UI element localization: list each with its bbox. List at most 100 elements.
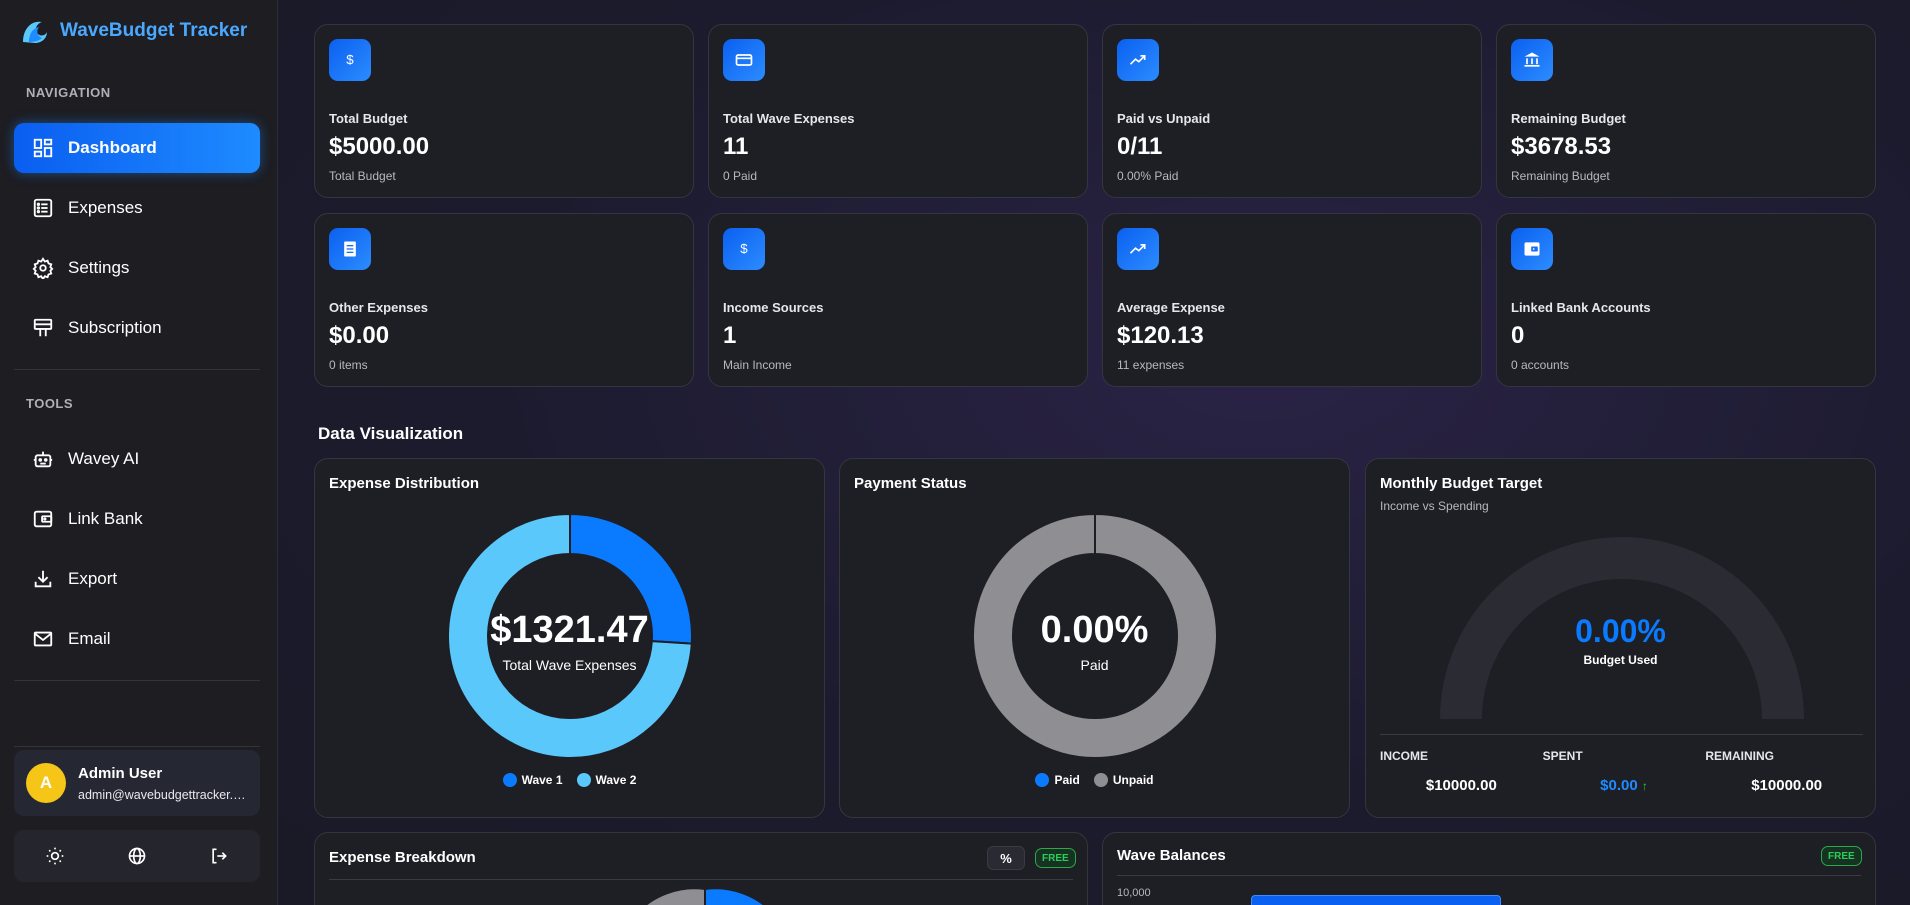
- remaining-label: REMAINING: [1705, 749, 1775, 763]
- stat-card: $ Income Sources 1 Main Income: [708, 213, 1088, 387]
- stat-value: $5000.00: [329, 133, 430, 160]
- arrow-up-icon: ↑: [1641, 779, 1648, 793]
- expense-distribution-donut[interactable]: [445, 511, 695, 761]
- sidebar-divider: [14, 680, 260, 681]
- nav-item-settings[interactable]: Settings: [14, 243, 260, 293]
- chart-subtitle: Income vs Spending: [1380, 499, 1489, 513]
- stat-card: Other Expenses $0.00 0 items: [314, 213, 694, 387]
- dollar-icon: $: [346, 52, 354, 67]
- donut-slice-wave-2[interactable]: [447, 512, 693, 759]
- percent-toggle-button[interactable]: %: [987, 846, 1025, 870]
- monthly-budget-card: Monthly Budget Target Income vs Spending…: [1365, 458, 1876, 818]
- budget-stats: INCOME $10000.00 SPENT $0.00 ↑ REMAINING $1…: [1380, 749, 1868, 794]
- logout-icon[interactable]: [209, 846, 229, 866]
- svg-text:$: $: [346, 52, 354, 67]
- stat-label: Income Sources: [723, 300, 824, 315]
- legend-item-wave-1[interactable]: Wave 1: [502, 773, 563, 787]
- nav-item-export[interactable]: Export: [14, 554, 260, 604]
- card-icon: [735, 54, 753, 66]
- spent-label: SPENT: [1542, 749, 1583, 763]
- gauge-value: 0.00%: [1575, 613, 1666, 649]
- wave-balances-card: Wave Balances FREE 10,000: [1102, 832, 1876, 905]
- nav-item-label: Email: [68, 629, 111, 648]
- wallet-icon: [1524, 242, 1540, 256]
- nav-item-expenses[interactable]: Expenses: [14, 183, 260, 233]
- stat-value: $3678.53: [1511, 133, 1612, 160]
- sidebar-bottom-bar: [14, 830, 260, 882]
- stat-value: 0: [1511, 322, 1525, 349]
- stat-card: $ Total Budget $5000.00 Total Budget: [314, 24, 694, 198]
- nav-item-wavey-ai[interactable]: Wavey AI: [14, 434, 260, 484]
- stat-label: Linked Bank Accounts: [1511, 300, 1651, 315]
- svg-text:$: $: [740, 241, 748, 256]
- chart-legend: Wave 1 Wave 2: [315, 773, 824, 787]
- payment-status-card: Payment Status 0.00% Paid Paid Unpaid: [839, 458, 1350, 818]
- expense-distribution-card: Expense Distribution $1321.47 Total Wave…: [314, 458, 825, 818]
- budget-gauge[interactable]: [1436, 531, 1808, 723]
- stat-icon-badge: $: [329, 39, 371, 81]
- stat-label: Other Expenses: [329, 300, 428, 315]
- stat-label: Average Expense: [1117, 300, 1225, 315]
- stat-label: Remaining Budget: [1511, 111, 1626, 126]
- stat-icon-badge: [1511, 39, 1553, 81]
- balance-bar[interactable]: [1251, 895, 1501, 905]
- stat-subtext: Total Budget: [329, 169, 396, 183]
- stat-subtext: 0 items: [329, 358, 368, 372]
- nav-item-label: Expenses: [68, 198, 143, 217]
- stat-icon-badge: [1511, 228, 1553, 270]
- free-badge: FREE: [1035, 848, 1076, 868]
- nav-item-dashboard[interactable]: Dashboard: [14, 123, 260, 173]
- sidebar-divider: [14, 369, 260, 370]
- globe-icon[interactable]: [127, 846, 147, 866]
- y-axis-tick: 10,000: [1117, 887, 1151, 899]
- stat-icon-badge: [329, 228, 371, 270]
- payment-status-donut[interactable]: [970, 511, 1220, 761]
- user-profile-card[interactable]: A Admin User admin@wavebudgettracker.com: [14, 750, 260, 816]
- legend-label: Unpaid: [1112, 773, 1154, 787]
- download-icon: [34, 570, 52, 588]
- donut-slice-unpaid[interactable]: [971, 512, 1218, 759]
- nav-item-link-bank[interactable]: Link Bank: [14, 494, 260, 544]
- stat-value: 11: [723, 133, 749, 160]
- nav-item-subscription[interactable]: Subscription: [14, 303, 260, 353]
- spent-value: $0.00 ↑: [1600, 777, 1648, 794]
- legend-item-unpaid[interactable]: Unpaid: [1093, 773, 1154, 787]
- legend-item-wave-2[interactable]: Wave 2: [576, 773, 637, 787]
- nav-section-label: NAVIGATION: [26, 85, 111, 100]
- wave-logo-icon: [23, 21, 47, 43]
- nav-item-email[interactable]: Email: [14, 614, 260, 664]
- sun-icon[interactable]: [45, 846, 65, 866]
- expense-breakdown-pie[interactable]: [615, 885, 795, 905]
- stat-label: Total Budget: [329, 111, 408, 126]
- legend-item-paid[interactable]: Paid: [1035, 773, 1080, 787]
- nav-item-label: Settings: [68, 258, 130, 277]
- stat-icon-badge: [1117, 228, 1159, 270]
- center-label: Paid: [1080, 657, 1109, 673]
- trend-icon: [1129, 244, 1146, 254]
- stat-value: 1: [723, 322, 737, 349]
- chart-legend: Paid Unpaid: [840, 773, 1349, 787]
- stat-subtext: 0.00% Paid: [1117, 169, 1179, 183]
- sidebar: WaveBudget Tracker NAVIGATION Dashboard …: [0, 0, 278, 905]
- legend-label: Wave 2: [595, 773, 637, 787]
- section-title: Data Visualization: [318, 424, 464, 443]
- bank-icon: [1524, 52, 1540, 67]
- stat-card: Total Wave Expenses 11 0 Paid: [708, 24, 1088, 198]
- card-divider: [329, 879, 1073, 880]
- gauge-track: [1440, 537, 1804, 719]
- app-title: WaveBudget Tracker: [60, 20, 248, 41]
- dashboard-icon: [33, 138, 53, 158]
- stat-icon-badge: $: [723, 228, 765, 270]
- card-divider: [1380, 734, 1863, 735]
- gear-icon: [32, 257, 54, 279]
- user-name: Admin User: [78, 764, 163, 782]
- nav-item-label: Dashboard: [68, 138, 157, 157]
- income-value: $10000.00: [1425, 777, 1497, 794]
- stat-subtext: 11 expenses: [1117, 358, 1185, 372]
- chart-title: Payment Status: [854, 475, 967, 492]
- brand[interactable]: WaveBudget Tracker: [20, 16, 247, 46]
- free-badge: FREE: [1821, 846, 1862, 866]
- avatar: A: [26, 763, 66, 803]
- stat-card: Linked Bank Accounts 0 0 accounts: [1496, 213, 1876, 387]
- chart-title: Wave Balances: [1117, 847, 1226, 864]
